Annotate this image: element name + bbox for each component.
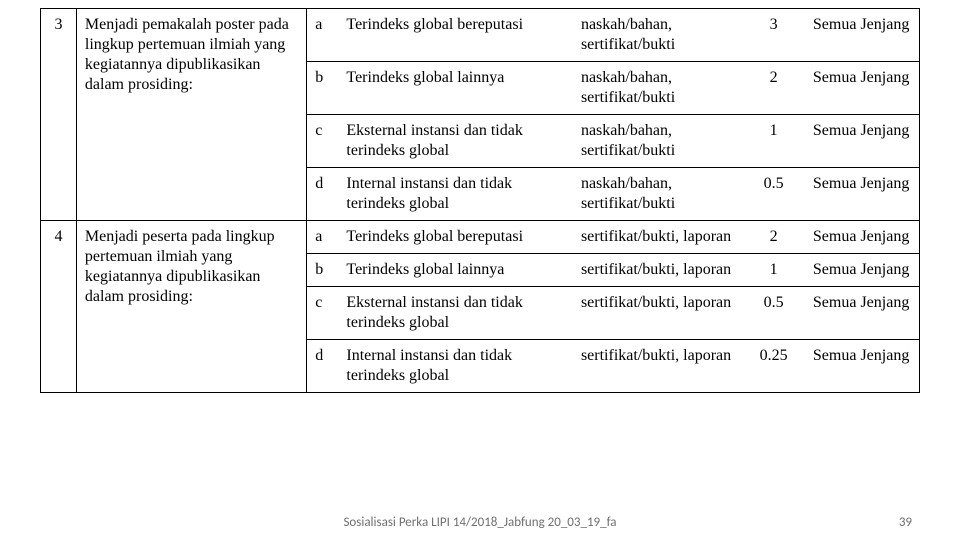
row-points: 2: [744, 62, 803, 115]
row-points: 3: [744, 9, 803, 62]
row-letter: d: [307, 340, 339, 393]
row-evidence: sertifikat/bukti, laporan: [573, 254, 744, 287]
row-level: Semua Jenjang: [803, 168, 919, 221]
row-evidence: sertifikat/bukti, laporan: [573, 221, 744, 254]
row-sub: Terindeks global lainnya: [338, 254, 573, 287]
row-points: 0.5: [744, 168, 803, 221]
table-row: 4 Menjadi peserta pada lingkup pertemuan…: [41, 221, 920, 254]
row-points: 0.5: [744, 287, 803, 340]
table-body: 3 Menjadi pemakalah poster pada lingkup …: [41, 9, 920, 393]
row-points: 2: [744, 221, 803, 254]
row-sub: Terindeks global bereputasi: [338, 221, 573, 254]
row-letter: a: [307, 9, 339, 62]
row-evidence: naskah/bahan, sertifikat/bukti: [573, 9, 744, 62]
row-sub: Terindeks global lainnya: [338, 62, 573, 115]
row-points: 1: [744, 254, 803, 287]
row-level: Semua Jenjang: [803, 254, 919, 287]
row-sub: Eksternal instansi dan tidak terindeks g…: [338, 115, 573, 168]
row-level: Semua Jenjang: [803, 340, 919, 393]
row-level: Semua Jenjang: [803, 9, 919, 62]
row-sub: Internal instansi dan tidak terindeks gl…: [338, 340, 573, 393]
group-number: 3: [41, 9, 77, 221]
row-evidence: naskah/bahan, sertifikat/bukti: [573, 62, 744, 115]
page-number: 39: [899, 515, 912, 530]
row-letter: b: [307, 62, 339, 115]
row-evidence: naskah/bahan, sertifikat/bukti: [573, 115, 744, 168]
row-evidence: naskah/bahan, sertifikat/bukti: [573, 168, 744, 221]
row-level: Semua Jenjang: [803, 62, 919, 115]
row-letter: c: [307, 115, 339, 168]
row-points: 1: [744, 115, 803, 168]
row-level: Semua Jenjang: [803, 221, 919, 254]
row-letter: c: [307, 287, 339, 340]
group-number: 4: [41, 221, 77, 393]
footer-text: Sosialisasi Perka LIPI 14/2018_Jabfung 2…: [0, 515, 960, 530]
row-sub: Terindeks global bereputasi: [338, 9, 573, 62]
table-row: 3 Menjadi pemakalah poster pada lingkup …: [41, 9, 920, 62]
row-sub: Eksternal instansi dan tidak terindeks g…: [338, 287, 573, 340]
criteria-table: 3 Menjadi pemakalah poster pada lingkup …: [40, 8, 920, 393]
group-desc: Menjadi pemakalah poster pada lingkup pe…: [76, 9, 306, 221]
row-evidence: sertifikat/bukti, laporan: [573, 340, 744, 393]
row-letter: d: [307, 168, 339, 221]
group-desc: Menjadi peserta pada lingkup pertemuan i…: [76, 221, 306, 393]
row-letter: b: [307, 254, 339, 287]
page: 3 Menjadi pemakalah poster pada lingkup …: [0, 0, 960, 393]
row-evidence: sertifikat/bukti, laporan: [573, 287, 744, 340]
row-points: 0.25: [744, 340, 803, 393]
footer: Sosialisasi Perka LIPI 14/2018_Jabfung 2…: [0, 515, 960, 530]
row-letter: a: [307, 221, 339, 254]
row-sub: Internal instansi dan tidak terindeks gl…: [338, 168, 573, 221]
row-level: Semua Jenjang: [803, 287, 919, 340]
row-level: Semua Jenjang: [803, 115, 919, 168]
